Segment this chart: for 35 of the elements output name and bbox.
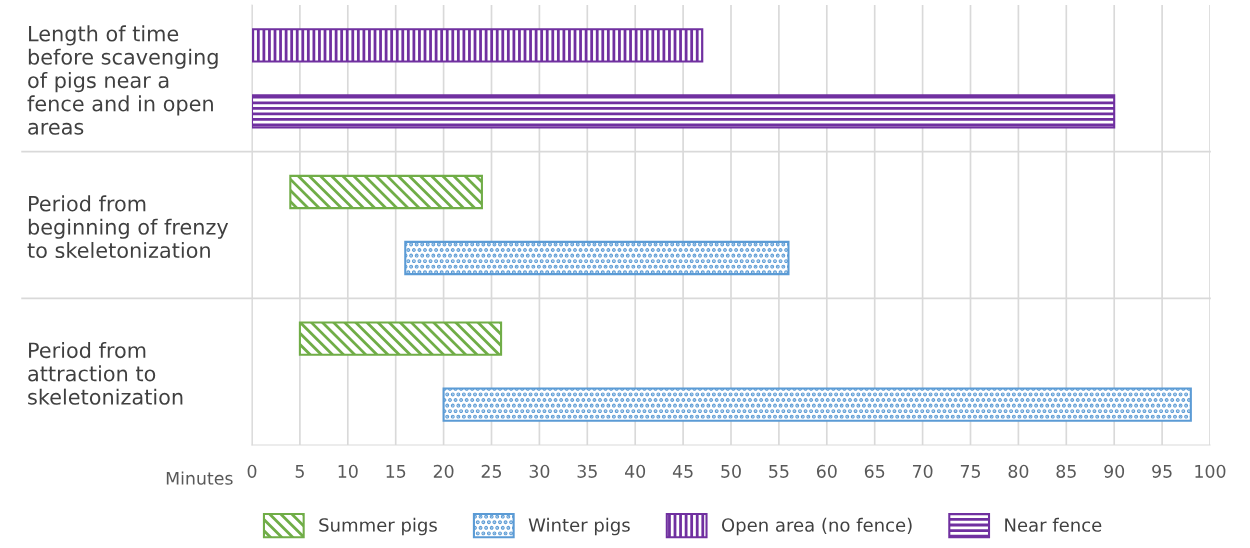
x-tick-label: 85 <box>1056 464 1076 478</box>
y-tick-label: Period from beginning of frenzy to skeletonization <box>27 195 229 259</box>
x-tick-label: 55 <box>769 464 789 478</box>
bar <box>289 174 483 210</box>
x-tick-label: 50 <box>721 464 741 478</box>
y-tick-label: Length of time before scavenging of pigs near a fence and in open areas <box>27 25 218 135</box>
x-tick-label: 45 <box>672 464 693 478</box>
x-tick-label: 40 <box>625 464 646 478</box>
x-tick-label: 15 <box>386 464 406 478</box>
x-tick-label: 80 <box>1008 464 1029 478</box>
x-tick-label: 60 <box>816 464 837 478</box>
x-tick-label: 90 <box>1104 464 1125 478</box>
y-tick-label: Period from attraction to skeletonization <box>28 342 183 405</box>
legend-label: Open area (no fence) <box>721 517 912 536</box>
x-tick-label: 75 <box>960 464 981 478</box>
x-tick-label: 25 <box>481 464 502 478</box>
x-tick-label: 35 <box>577 464 597 478</box>
x-tick-label: 20 <box>433 464 454 478</box>
x-tick-label: 0 <box>247 464 257 478</box>
x-tick-label: 30 <box>529 464 550 478</box>
x-tick-label: 5 <box>295 464 304 478</box>
x-tick-label: 65 <box>864 464 885 478</box>
legend-label: Near fence <box>1005 517 1102 532</box>
bar <box>404 240 790 276</box>
x-tick-label: 95 <box>1152 464 1172 478</box>
bar <box>252 28 704 63</box>
x-tick-label: 100 <box>1195 464 1226 478</box>
x-axis-title: Minutes <box>166 471 233 485</box>
legend-label: Winter pigs <box>528 517 630 536</box>
bar <box>298 321 503 356</box>
x-tick-label: 10 <box>338 464 358 478</box>
legend-label: Summer pigs <box>319 517 437 536</box>
x-tick-label: 70 <box>912 464 933 478</box>
bar <box>442 387 1192 422</box>
bar <box>252 94 1116 129</box>
